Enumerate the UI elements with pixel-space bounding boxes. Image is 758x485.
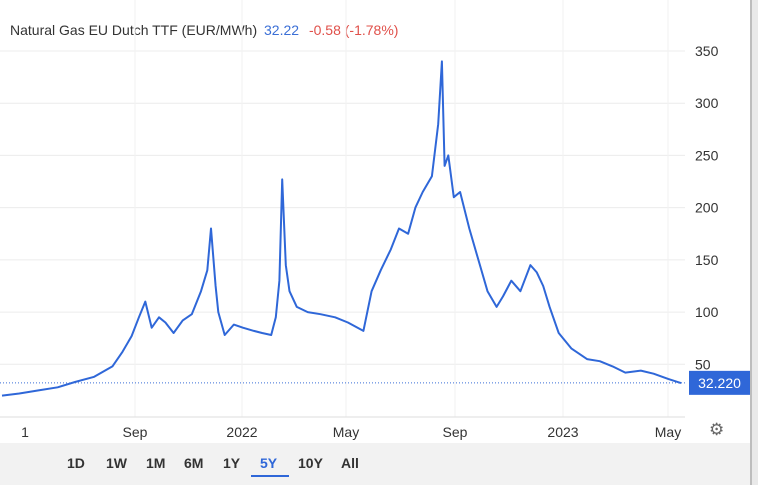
y-tick-label: 350 [695,43,719,59]
y-tick-label: 150 [695,252,719,268]
period-button-1y[interactable]: 1Y [223,455,241,471]
current-value-tag [689,370,750,395]
x-tick-label: Sep [123,424,148,440]
y-tick-label: 50 [695,356,711,372]
period-button-all[interactable]: All [341,455,359,471]
chart-header: Natural Gas EU Dutch TTF (EUR/MWh) 32.22… [10,22,398,38]
period-button-6m[interactable]: 6M [184,455,204,471]
period-button-5y[interactable]: 5Y [260,455,278,471]
y-tick-label: 200 [695,200,719,216]
period-button-1m[interactable]: 1M [146,455,166,471]
active-period-underline [251,475,289,477]
y-tick-label: 100 [695,304,719,320]
instrument-title: Natural Gas EU Dutch TTF (EUR/MWh) [10,22,258,38]
period-button-10y[interactable]: 10Y [298,455,323,471]
x-tick-label: 2022 [226,424,257,440]
price-change: -0.58 (-1.78%) [308,22,399,38]
y-tick-label: 300 [695,95,719,111]
x-tick-label: May [655,424,681,440]
current-value-label: 32.220 [698,375,741,391]
window-border [750,0,752,485]
y-tick-label: 250 [695,147,719,163]
x-tick-label: 2023 [547,424,578,440]
period-button-1w[interactable]: 1W [106,455,127,471]
x-tick-label: Sep [443,424,468,440]
price-line [1,60,682,397]
x-tick-label: 1 [21,424,29,440]
gear-icon[interactable]: ⚙ [709,420,725,439]
current-price: 32.22 [264,22,300,38]
period-bar: 1D 1W 1M 6M 1Y 5Y 10Y All [0,443,750,485]
period-button-1d[interactable]: 1D [67,455,85,471]
x-tick-label: May [333,424,359,440]
